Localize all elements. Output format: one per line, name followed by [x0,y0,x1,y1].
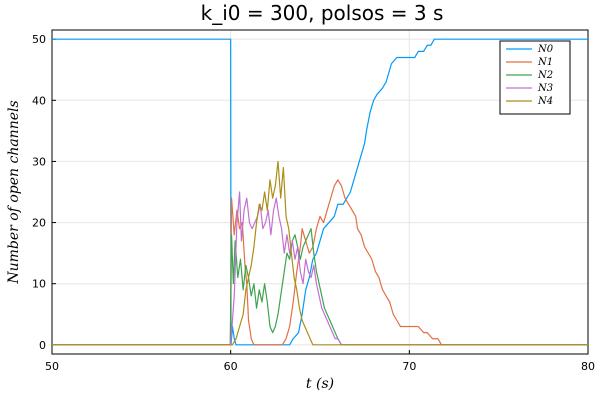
legend-label-n3: N3 [537,83,553,94]
x-axis-label: t (s) [306,376,334,392]
x-tick-label: 60 [224,360,238,373]
legend-label-n2: N2 [537,70,553,81]
x-tick-label: 80 [581,360,595,373]
legend-box [499,40,571,115]
x-tick-label: 50 [45,360,59,373]
plot-area [52,38,588,346]
y-tick-label: 40 [32,94,46,107]
y-tick-label: 50 [32,33,46,46]
y-tick-label: 0 [39,339,46,352]
legend-label-n0: N0 [537,44,554,55]
x-tick-label: 70 [402,360,416,373]
y-tick-label: 20 [32,217,46,230]
y-axis-label: Number of open channels [6,100,22,284]
series-line-n2 [52,228,588,346]
series-line-n3 [52,191,588,346]
plot-frame [51,29,589,355]
chart-title: k_i0 = 300, polsos = 3 s [201,1,444,25]
series-line-n1 [52,179,588,346]
legend: N0 N1 N2 N3 N4 [499,40,571,115]
legend-label-n4: N4 [537,96,553,107]
y-tick-label: 10 [32,278,46,291]
legend-label-n1: N1 [537,57,553,68]
y-tick-label: 30 [32,155,46,168]
series-line-n4 [52,160,588,346]
